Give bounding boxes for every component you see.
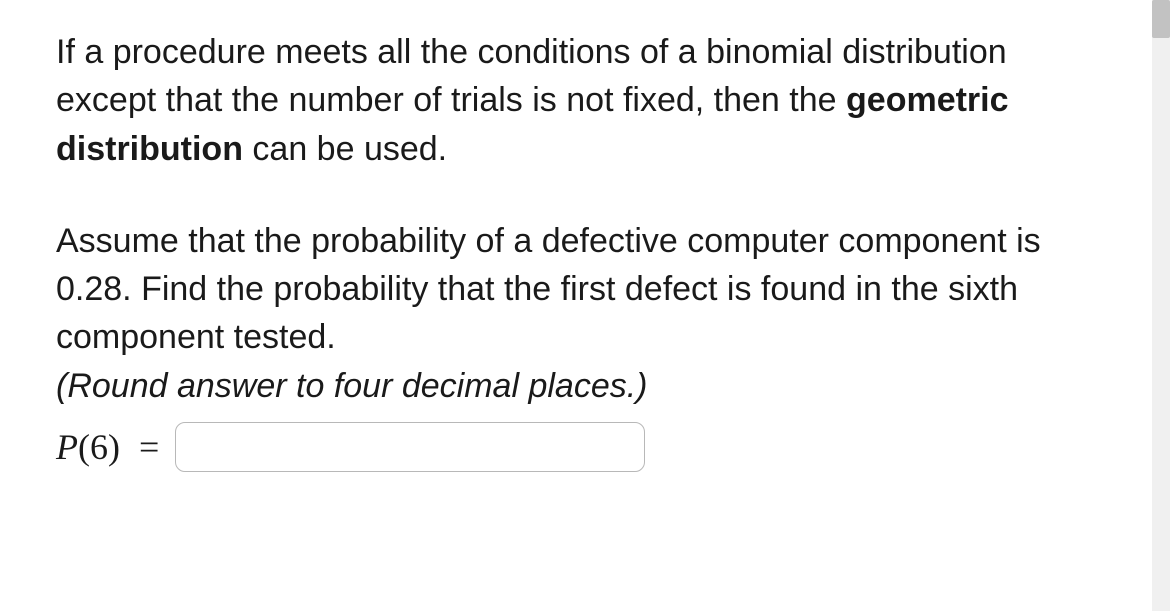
- scrollbar-thumb[interactable]: [1152, 0, 1170, 38]
- answer-equals: =: [129, 427, 163, 467]
- answer-label-close: ): [108, 427, 120, 467]
- answer-label-value: 6: [90, 427, 108, 467]
- paragraph-2-italic: (Round answer to four decimal places.): [56, 362, 1114, 410]
- paragraph-2-line1: Assume that the probability of a defecti…: [56, 217, 1114, 362]
- answer-label: P(6) =: [56, 422, 163, 473]
- answer-label-open: (: [78, 427, 90, 467]
- question-content: If a procedure meets all the conditions …: [0, 0, 1170, 473]
- paragraph-1-post: can be used.: [243, 130, 447, 168]
- answer-row: P(6) =: [56, 422, 1114, 473]
- scrollbar-track[interactable]: [1152, 0, 1170, 611]
- paragraph-2: Assume that the probability of a defecti…: [56, 217, 1114, 410]
- paragraph-1: If a procedure meets all the conditions …: [56, 28, 1114, 173]
- answer-label-var: P: [56, 427, 78, 467]
- answer-input[interactable]: [175, 422, 645, 472]
